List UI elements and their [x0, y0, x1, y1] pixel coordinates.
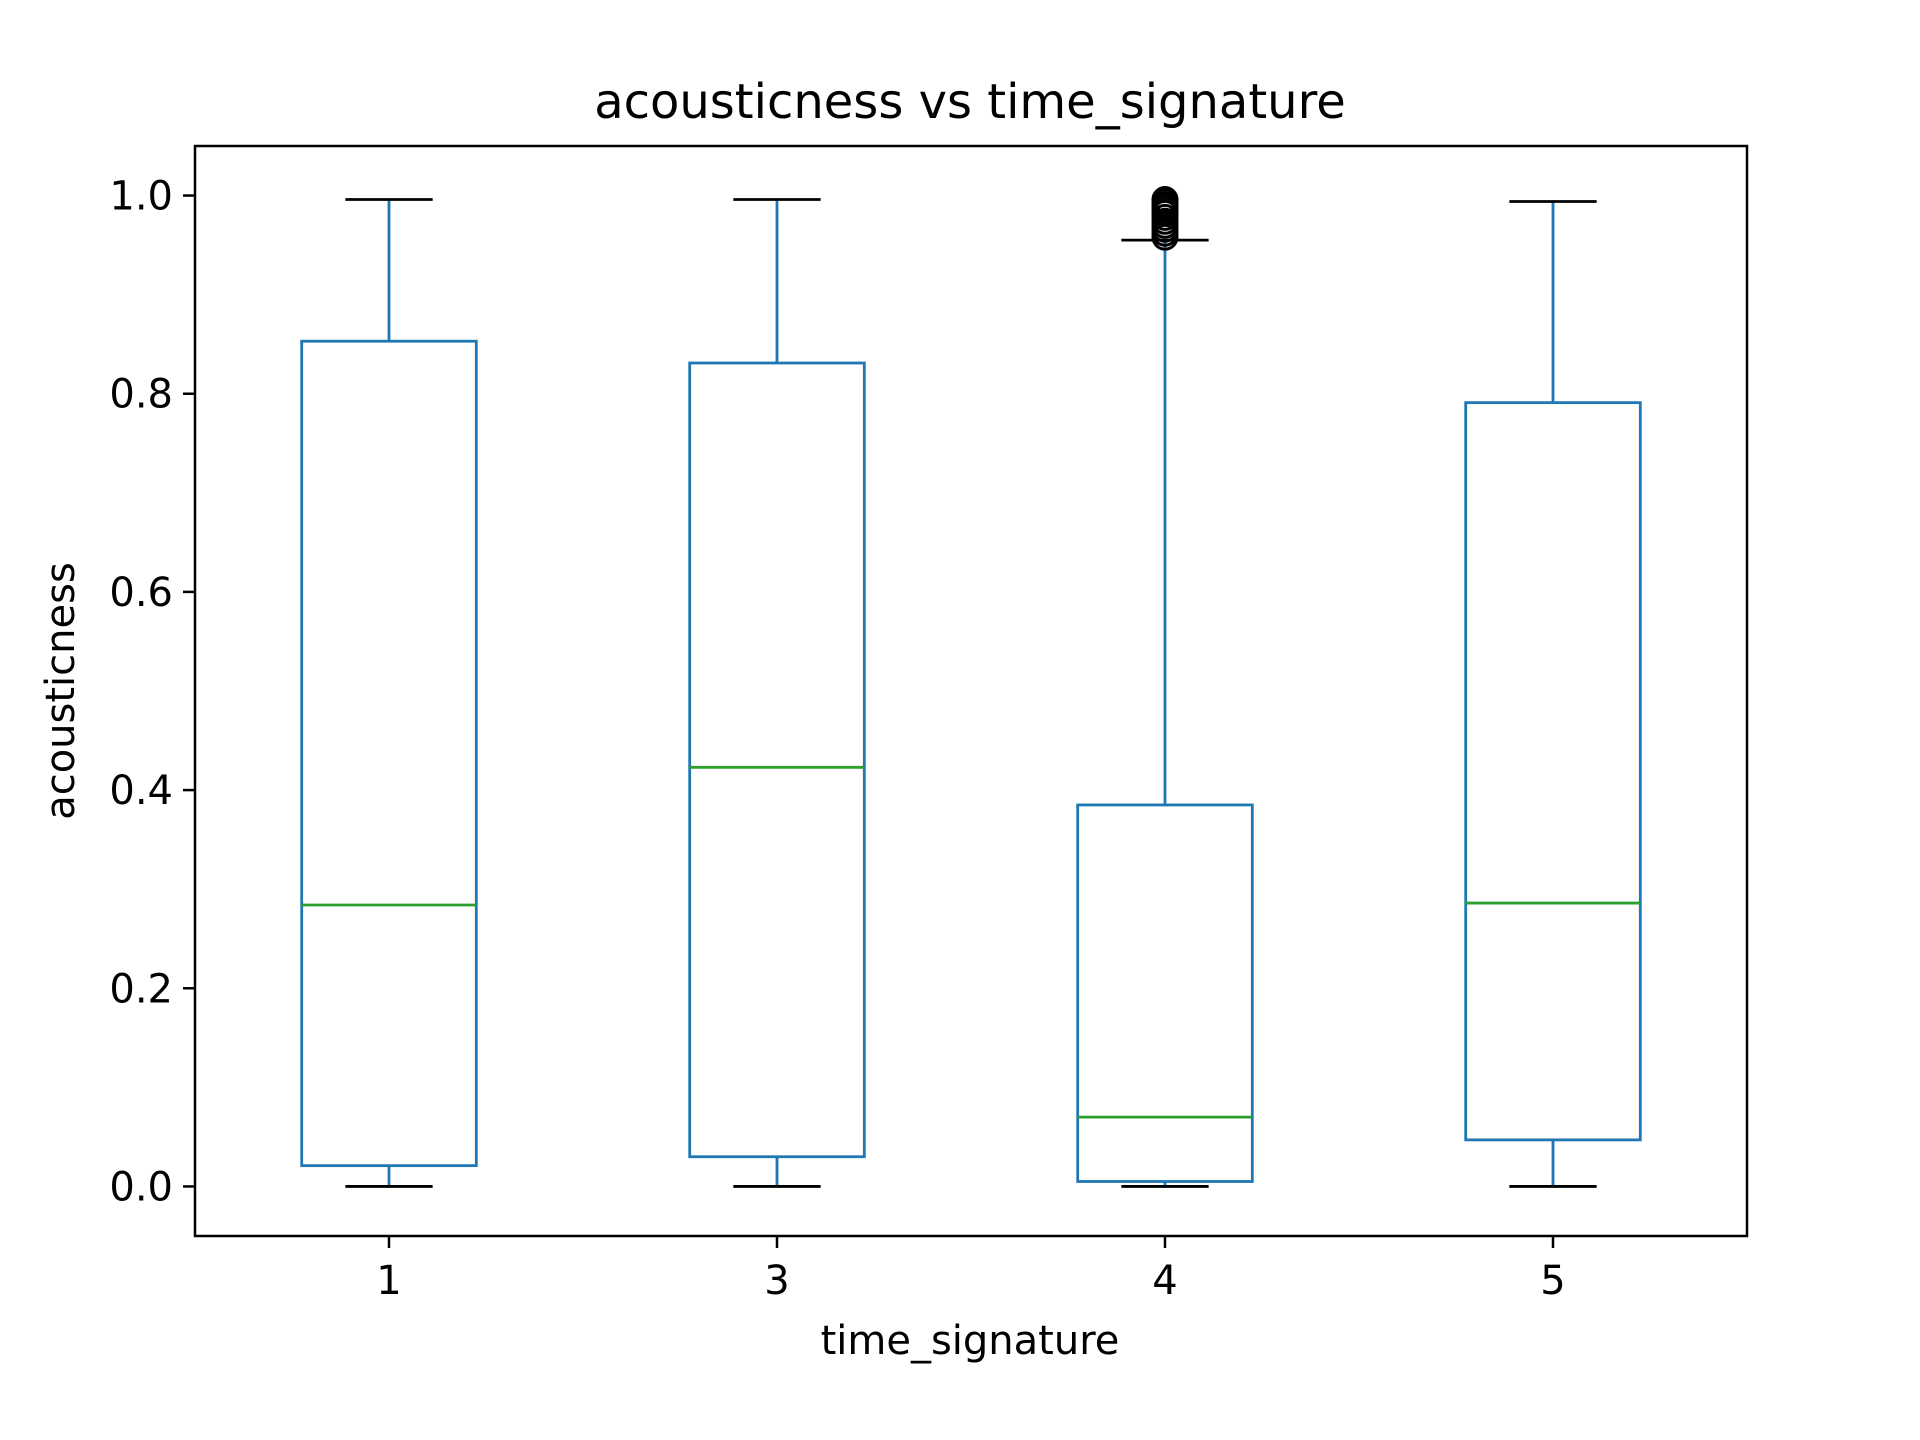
- y-tick-label: 0.2: [109, 966, 173, 1012]
- iqr-box: [1076, 803, 1254, 1183]
- axes-frame: [193, 144, 1749, 1238]
- x-axis-label: time_signature: [821, 1318, 1120, 1364]
- iqr-box: [1464, 401, 1642, 1142]
- y-tick-label: 0.0: [109, 1164, 173, 1210]
- y-axis-label: acousticness: [38, 562, 84, 820]
- x-axis: 1 3 4 5: [376, 1236, 1566, 1304]
- outlier-point: [1151, 186, 1179, 214]
- box-5: [1464, 200, 1642, 1188]
- box-4: [1076, 186, 1254, 1188]
- x-tick-label: 4: [1152, 1258, 1177, 1304]
- x-tick-label: 5: [1540, 1258, 1565, 1304]
- y-tick-label: 0.6: [109, 570, 173, 616]
- box-3: [688, 198, 866, 1188]
- y-axis: 0.0 0.2 0.4 0.6 0.8 1.0: [109, 174, 195, 1210]
- y-tick-label: 1.0: [109, 174, 173, 220]
- y-tick-label: 0.4: [109, 768, 173, 814]
- iqr-box: [688, 361, 866, 1159]
- box-1: [300, 198, 478, 1188]
- plot-area: [300, 186, 1642, 1188]
- y-tick-label: 0.8: [109, 372, 173, 418]
- chart-title: acousticness vs time_signature: [594, 74, 1346, 130]
- x-tick-label: 3: [764, 1258, 789, 1304]
- x-tick-label: 1: [376, 1258, 401, 1304]
- iqr-box: [300, 339, 478, 1168]
